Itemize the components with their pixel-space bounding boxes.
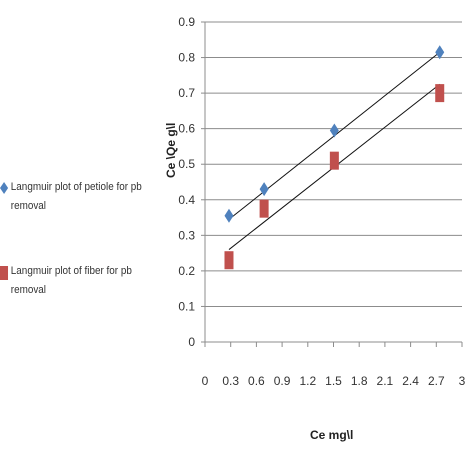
x-tick-label: 1.8 (351, 374, 368, 388)
legend-label-petiole: Langmuir plot of petiole for pb removal (10, 181, 142, 213)
x-tick-label: 2.1 (377, 374, 394, 388)
data-point-fiber (259, 199, 269, 218)
x-tick-label: 0.6 (248, 374, 265, 388)
x-axis-label: Ce mg\l (310, 428, 354, 442)
data-point-fiber (224, 251, 234, 270)
trendlines (228, 51, 441, 250)
x-tick-label: 1.2 (299, 374, 316, 388)
data-point-fiber (329, 151, 339, 170)
x-tick-label: 2.7 (428, 374, 445, 388)
data-point-petiole (224, 208, 234, 223)
y-tick-label: 0.3 (178, 228, 195, 242)
y-tick-label: 0.8 (178, 51, 195, 65)
axes (201, 21, 463, 347)
y-tick-label: 0.5 (178, 157, 195, 171)
x-tick-label: 2.4 (402, 374, 419, 388)
data-point-petiole (329, 123, 339, 138)
y-tick-label: 0.6 (178, 122, 195, 136)
data-point-petiole (435, 45, 445, 60)
y-axis-label: Ce \Qe g\l (164, 122, 178, 178)
square-marker-icon (0, 266, 9, 280)
legend-item-petiole: Langmuir plot of petiole for pb removal (0, 178, 151, 217)
y-tick-label: 0 (188, 335, 195, 349)
y-tick-label: 0.4 (178, 193, 195, 207)
data-point-fiber (435, 84, 445, 103)
x-tick-label: 0.9 (274, 374, 291, 388)
x-tick-label: 0.3 (222, 374, 239, 388)
y-tick-label: 0.9 (178, 15, 195, 29)
legend-item-fiber: Langmuir plot of fiber for pb removal (0, 262, 151, 301)
y-tick-label: 0.2 (178, 264, 195, 278)
data-points (224, 45, 445, 270)
diamond-marker-icon (0, 182, 9, 194)
data-point-petiole (259, 182, 269, 197)
y-tick-label: 0.7 (178, 86, 195, 100)
x-tick-label: 0 (202, 374, 209, 388)
legend-label-fiber: Langmuir plot of fiber for pb removal (10, 265, 132, 297)
x-tick-labels: 0 0.3 0.6 0.9 1.2 1.5 1.8 2.1 2.4 2.7 3 (202, 374, 466, 388)
x-tick-label: 3 (459, 374, 466, 388)
x-tick-label: 1.5 (325, 374, 342, 388)
y-tick-label: 0.1 (178, 299, 195, 313)
y-tick-labels: 0 0.1 0.2 0.3 0.4 0.5 0.6 0.7 0.8 0.9 (178, 15, 195, 349)
